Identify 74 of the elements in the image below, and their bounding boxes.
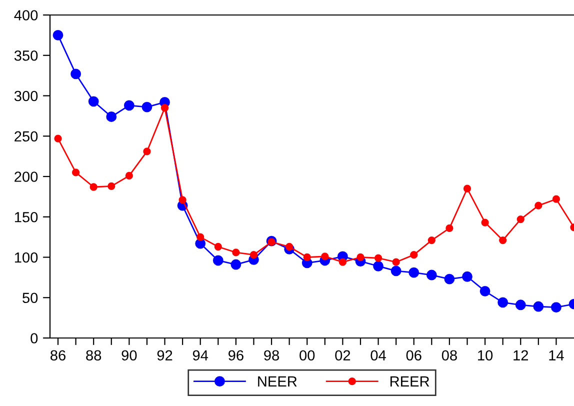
point [498,297,508,308]
y-tick-label: 200 [14,172,38,182]
legend-label: REER [390,376,430,386]
point [499,236,507,244]
point [356,253,364,262]
point [303,253,311,262]
y-tick-label: 50 [22,292,38,304]
point [88,96,99,107]
point [285,242,294,251]
y-tick-label: 100 [14,252,38,263]
point [426,270,437,280]
point [338,258,347,266]
point [250,251,258,259]
point [516,215,524,224]
x-tick-label: 12 [514,350,528,360]
y-tick-label: 400 [14,10,38,20]
y-tick-label: 300 [14,90,38,102]
point [160,104,169,112]
point [70,68,82,80]
point [374,254,382,262]
point [551,302,562,313]
point [390,266,402,276]
point [321,252,329,260]
point [212,255,224,266]
y-tick-label: 150 [14,212,38,222]
x-tick-label: 06 [406,350,422,361]
x-tick-label: 04 [370,350,386,361]
point [52,30,64,40]
point [125,172,133,180]
x-tick-label: 02 [335,350,350,361]
point [480,286,490,296]
x-tick-label: 00 [300,350,315,361]
x-tick-label: 86 [50,350,66,361]
point [232,248,240,256]
point [408,267,420,278]
point [214,242,222,251]
point [444,274,455,284]
point [462,271,472,282]
point [196,233,204,241]
point [106,112,117,122]
point [143,148,151,156]
point [90,183,98,191]
point [392,258,400,266]
x-tick-label: 10 [478,350,493,361]
point [534,202,542,210]
point [230,259,242,270]
legend-label: NEER [258,376,297,386]
y-tick-label: 250 [14,131,38,142]
point [72,168,80,176]
point [124,100,134,111]
point [54,134,62,142]
y-tick-label: 0 [30,333,38,344]
x-tick-label: 90 [122,350,137,361]
x-tick-label: 94 [192,350,208,361]
point [463,184,472,192]
y-tick-label: 350 [14,50,38,61]
point [142,102,152,112]
point [108,182,116,190]
point [481,218,489,226]
point [515,300,526,310]
point [410,251,418,259]
point [552,195,560,203]
point [268,238,276,246]
point [428,236,436,244]
point [178,196,186,204]
x-tick-label: 08 [442,350,457,361]
x-tick-label: 92 [157,350,172,361]
point [446,224,454,232]
x-tick-label: 88 [86,350,102,361]
x-tick-label: 14 [549,350,564,360]
point [533,301,544,312]
x-tick-label: 96 [228,350,244,361]
point [373,260,384,272]
x-tick-label: 98 [264,350,279,361]
